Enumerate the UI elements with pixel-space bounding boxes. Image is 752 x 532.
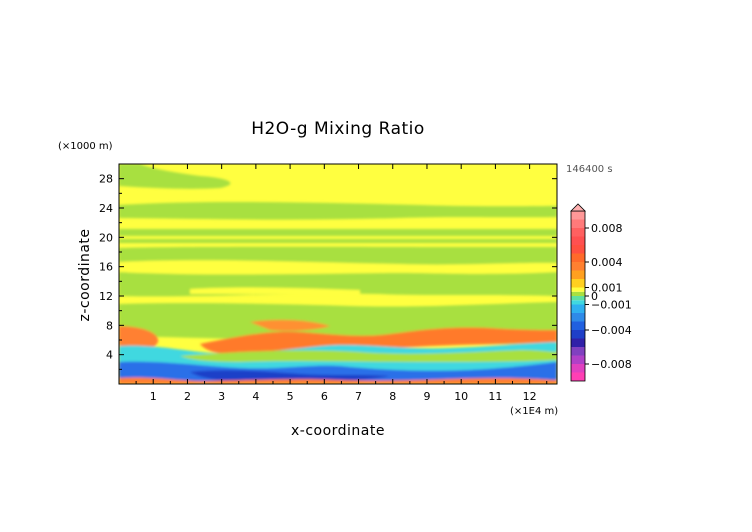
heatmap-field: [119, 164, 557, 384]
colorbar-swatch: [571, 287, 585, 292]
colorbar-swatch: [571, 262, 585, 271]
x-unit-label: (×1E4 m): [510, 406, 558, 417]
colorbar-swatch: [571, 236, 585, 245]
field-region-upper-green: [119, 201, 557, 220]
colorbar-label: 0.008: [591, 222, 623, 235]
field-region-blue-core: [190, 370, 390, 382]
field-region-orange-band: [200, 327, 557, 354]
field-region-band-19: [119, 239, 557, 243]
colorbar-swatch: [571, 347, 585, 356]
y-tick-label: 20: [99, 231, 113, 244]
x-tick-label: 8: [389, 390, 396, 403]
x-axis-title: x-coordinate: [291, 423, 385, 439]
colorbar-swatch: [571, 253, 585, 262]
colorbar-max-arrow: [570, 203, 586, 212]
x-tick-label: 6: [321, 390, 328, 403]
x-tick-label: 2: [184, 390, 191, 403]
colorbar-swatch: [571, 245, 585, 254]
y-tick-label: 16: [99, 261, 113, 274]
y-unit-label: (×1000 m): [58, 141, 113, 152]
field-region-green-streak: [180, 350, 557, 362]
x-tick-label: 7: [355, 390, 362, 403]
x-tick-label: 10: [454, 390, 468, 403]
colorbar-label: −0.004: [591, 324, 632, 337]
x-tick-label: 11: [488, 390, 502, 403]
colorbar-label: −0.001: [591, 299, 632, 312]
y-tick-label: 8: [106, 319, 113, 332]
x-tick-label: 12: [523, 390, 537, 403]
field-region-yellow-strip: [190, 287, 360, 295]
field-region-band-20: [119, 229, 557, 236]
time-label: 146400 s: [566, 164, 613, 175]
x-tick-label: 5: [287, 390, 294, 403]
field-region-orange-bottom: [119, 377, 557, 384]
colorbar-swatch: [571, 300, 585, 305]
colorbar-swatch: [571, 296, 585, 301]
colorbar-swatch: [571, 321, 585, 330]
colorbar-label: 0.001: [591, 282, 623, 295]
y-axis-title: z-coordinate: [77, 228, 93, 321]
colorbar-swatch: [571, 291, 585, 296]
colorbar-swatch: [571, 211, 585, 220]
x-tick-label: 4: [252, 390, 259, 403]
x-tick-label: 3: [218, 390, 225, 403]
x-tick-label: 1: [150, 390, 157, 403]
chart-title: H2O-g Mixing Ratio: [251, 119, 425, 139]
colorbar-swatch: [571, 270, 585, 279]
colorbar-swatch: [571, 228, 585, 237]
colorbar-swatch: [571, 364, 585, 373]
colorbar-label: 0: [591, 290, 598, 303]
field-region-orange-spot: [250, 319, 330, 331]
colorbar-swatch: [571, 304, 585, 313]
x-tick-label: 9: [423, 390, 430, 403]
colorbar-swatch: [571, 279, 585, 288]
colorbar-swatch: [571, 313, 585, 322]
y-tick-label: 12: [99, 290, 113, 303]
plot-frame: [118, 163, 558, 385]
x-axis: 1 2 3 4 5 6 7 8 9 10 11 12: [135, 164, 548, 403]
y-axis: 4 8 12 16 20 24 28: [99, 173, 557, 370]
field-region-top-green: [119, 164, 231, 189]
colorbar-label: −0.008: [591, 358, 632, 371]
colorbar-swatch: [571, 338, 585, 347]
y-tick-label: 28: [99, 173, 113, 186]
y-tick-label: 24: [99, 202, 113, 215]
colorbar-swatch: [571, 219, 585, 228]
y-tick-label: 4: [106, 349, 113, 362]
colorbar-swatch: [571, 355, 585, 364]
colorbar-label: 0.004: [591, 256, 623, 269]
field-region-mid-yellow: [119, 260, 557, 275]
colorbar-swatch: [571, 372, 585, 381]
colorbar-swatch: [571, 330, 585, 339]
